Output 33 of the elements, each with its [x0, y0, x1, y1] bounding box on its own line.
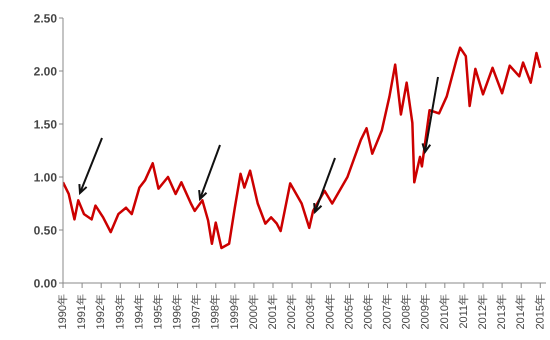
- x-tick-label: 1998年: [210, 294, 222, 330]
- x-tick-label: 2001年: [267, 294, 279, 330]
- x-tick-label: 1999年: [228, 294, 241, 330]
- y-tick-label: 1.50: [34, 117, 58, 132]
- x-tick-label: 2006年: [362, 294, 374, 330]
- line-series: [63, 46, 542, 250]
- x-tick-label: 2012年: [477, 294, 489, 330]
- x-tick-label: 2003年: [305, 294, 318, 330]
- x-tick-label: 2007年: [382, 294, 394, 330]
- x-tick-label: 2008年: [400, 294, 413, 330]
- x-tick-label: 2002年: [286, 294, 298, 330]
- x-tick-label: 1995年: [152, 294, 164, 330]
- x-tick-label: 1990年: [57, 294, 69, 330]
- x-tick-label: 1997年: [190, 294, 203, 330]
- x-tick-label: 2005年: [343, 294, 356, 330]
- y-tick-label: 2.50: [34, 11, 58, 26]
- x-tick-label: 2011年: [458, 294, 470, 329]
- x-tick-label: 2013年: [496, 294, 508, 330]
- x-tick-label: 2000年: [248, 294, 260, 330]
- x-tick-label: 2004年: [324, 294, 336, 330]
- x-tick-label: 1993年: [114, 294, 126, 330]
- x-tick-label: 2015年: [534, 294, 546, 330]
- x-tick-label: 2010年: [438, 294, 451, 330]
- x-tick-label: 1996年: [172, 294, 184, 330]
- x-tick-label: 2009年: [420, 294, 432, 330]
- x-tick-label: 1994年: [133, 294, 146, 330]
- x-tick-label: 2014年: [515, 294, 528, 330]
- y-tick-label: 2.00: [34, 64, 58, 78]
- x-tick-label: 1992年: [95, 294, 108, 330]
- y-tick-label: 0.50: [34, 223, 58, 238]
- x-tick-label: 1991年: [76, 294, 88, 330]
- y-tick-label: 1.00: [34, 170, 58, 184]
- y-tick-label: 0.00: [34, 276, 58, 290]
